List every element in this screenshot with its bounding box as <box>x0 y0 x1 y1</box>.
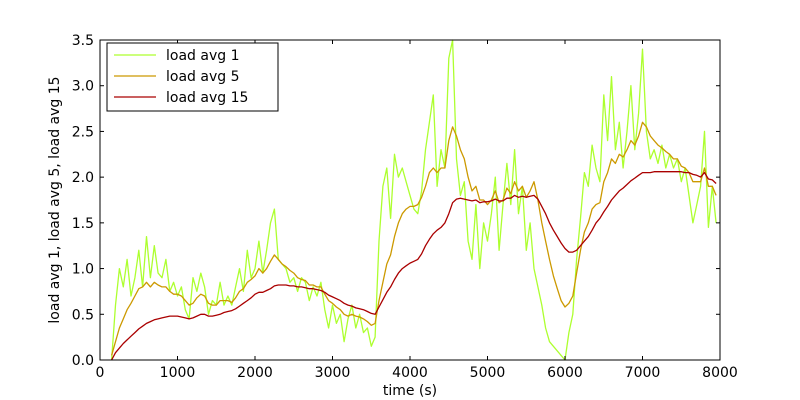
legend: load avg 1 load avg 5 load avg 15 <box>106 42 279 112</box>
x-tick-label: 4000 <box>392 365 428 381</box>
x-tick-label: 7000 <box>625 365 661 381</box>
y-tick-label: 3.0 <box>72 79 94 95</box>
x-tick-label: 8000 <box>702 365 738 381</box>
x-tick-label: 2000 <box>237 365 273 381</box>
y-tick-label: 1.0 <box>72 262 94 278</box>
y-tick-label: 3.5 <box>72 33 94 49</box>
y-tick-label: 0.5 <box>72 307 94 323</box>
legend-box <box>106 42 279 112</box>
x-tick-label: 6000 <box>547 365 583 381</box>
x-axis: 0 1000 2000 3000 4000 5000 6000 7000 8000 <box>96 40 738 381</box>
y-tick-label: 2.5 <box>72 124 94 140</box>
y-tick-label: 1.5 <box>72 216 94 232</box>
y-axis: 0.0 0.5 1.0 1.5 2.0 2.5 3.0 3.5 <box>72 33 720 369</box>
legend-label-1: load avg 1 <box>166 48 239 64</box>
y-tick-label: 2.0 <box>72 170 94 186</box>
series-layer <box>110 39 717 361</box>
x-tick-label: 0 <box>96 365 105 381</box>
series-line-2 <box>110 121 717 356</box>
x-tick-label: 5000 <box>470 365 506 381</box>
series-line-3 <box>111 171 717 361</box>
y-axis-label: load avg 1, load avg 5, load avg 15 <box>47 76 63 323</box>
legend-label-2: load avg 5 <box>166 69 239 85</box>
legend-label-3: load avg 15 <box>166 90 248 106</box>
y-tick-label: 0.0 <box>72 353 94 369</box>
x-tick-label: 3000 <box>315 365 351 381</box>
x-tick-label: 1000 <box>160 365 196 381</box>
x-axis-label: time (s) <box>383 383 437 399</box>
series-line-1 <box>110 39 717 361</box>
